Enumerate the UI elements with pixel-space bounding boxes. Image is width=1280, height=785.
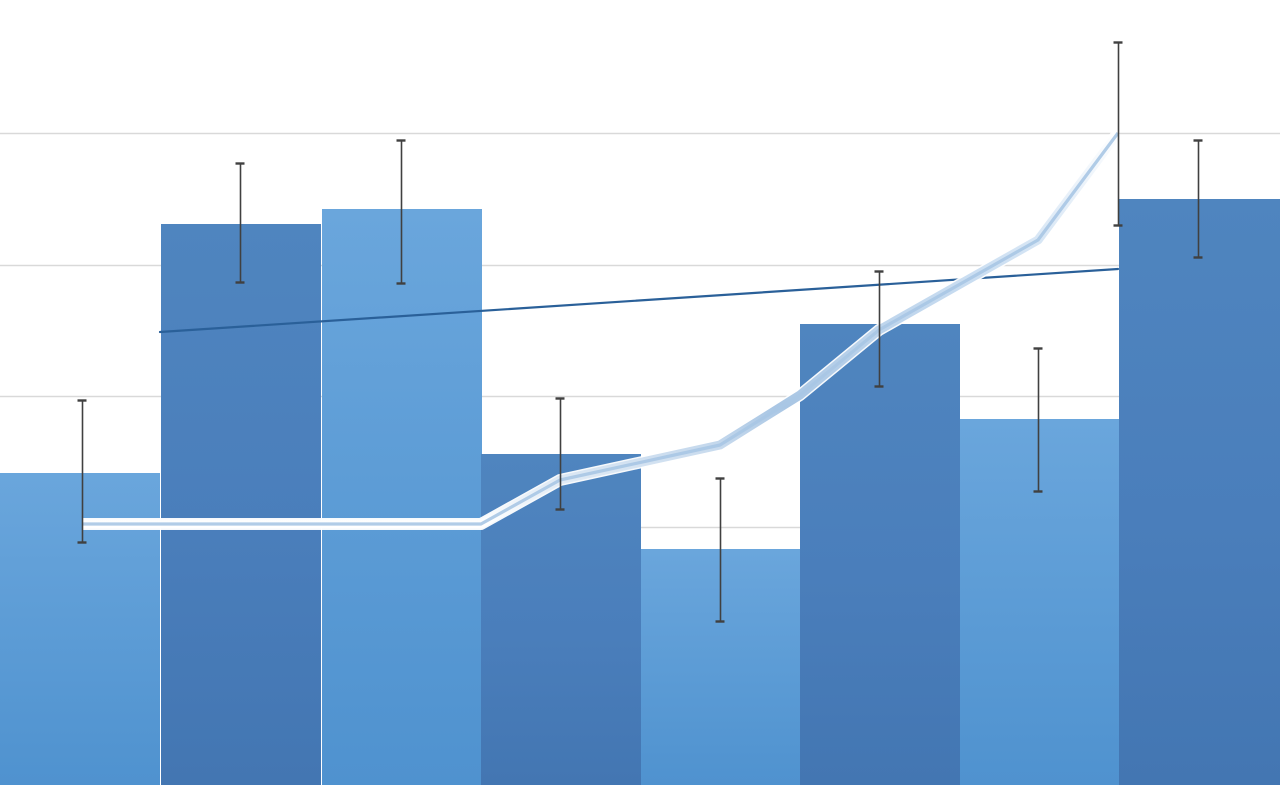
bar-3 xyxy=(322,209,482,785)
error-bar-7 xyxy=(1033,347,1043,493)
bar-series xyxy=(0,199,1280,785)
error-bar-8 xyxy=(1193,139,1203,259)
error-bar-2 xyxy=(235,162,245,284)
step-line xyxy=(82,132,1120,526)
step-line-series xyxy=(82,129,1123,530)
bar-6 xyxy=(800,324,960,785)
error-bar-1 xyxy=(77,399,87,544)
error-bar-5 xyxy=(715,477,725,623)
error-bar-4 xyxy=(555,397,565,511)
bar-7 xyxy=(960,419,1119,785)
error-bar-3 xyxy=(396,139,406,285)
error-bar-6 xyxy=(874,270,884,388)
bar-8 xyxy=(1119,199,1280,785)
error-bars xyxy=(77,41,1203,623)
error-bar-endpoint xyxy=(1113,41,1123,227)
bar-2 xyxy=(161,224,321,785)
